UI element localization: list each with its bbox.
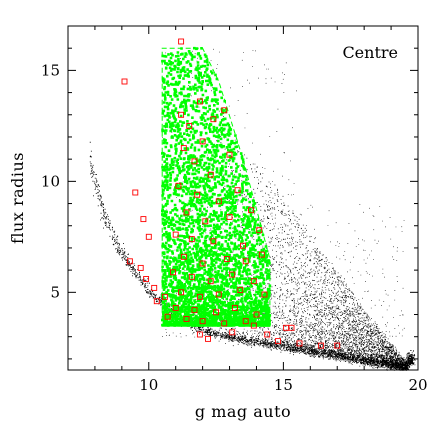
y-axis-label: flux radius <box>8 152 27 244</box>
highlighted-point <box>172 231 179 238</box>
highlighted-point <box>250 278 257 285</box>
highlighted-point <box>210 238 217 245</box>
highlighted-point <box>318 342 325 349</box>
highlighted-point <box>205 335 211 342</box>
highlighted-point <box>140 216 147 223</box>
highlighted-point <box>213 309 220 316</box>
highlighted-point <box>253 311 260 318</box>
highlighted-point <box>226 151 233 158</box>
y-tick-label: 5 <box>50 283 60 301</box>
x-tick-label: 15 <box>274 376 293 394</box>
highlighted-point <box>191 158 198 165</box>
highlighted-point <box>199 318 206 325</box>
selected-members-points <box>161 46 272 327</box>
y-tick-labels: 5 10 15 <box>41 61 60 301</box>
highlighted-point <box>234 187 241 194</box>
highlighted-point <box>229 271 236 278</box>
highlighted-point <box>237 287 244 294</box>
highlighted-point <box>194 191 201 198</box>
highlighted-point <box>126 258 133 265</box>
highlighted-point <box>248 207 255 214</box>
highlighted-point <box>188 236 195 243</box>
all-sources-points <box>89 48 416 371</box>
highlighted-point <box>153 298 160 305</box>
highlighted-point <box>191 307 198 314</box>
highlighted-point <box>172 304 179 311</box>
highlighted-point <box>145 233 152 240</box>
selected-members-layer <box>161 46 272 327</box>
highlighted-point <box>207 278 214 285</box>
highlighted-point <box>334 342 341 349</box>
highlighted-point <box>178 111 185 118</box>
highlighted-point <box>202 218 209 225</box>
highlighted-point <box>240 242 246 249</box>
y-tick-label: 15 <box>41 61 60 79</box>
highlighted-point <box>175 182 182 189</box>
highlighted-point <box>210 116 217 123</box>
highlighted-point <box>186 122 193 129</box>
highlighted-point <box>215 198 222 205</box>
x-axis-label: g mag auto <box>195 402 291 421</box>
highlighted-point <box>183 316 190 322</box>
highlighted-point <box>137 264 144 271</box>
highlighted-point <box>180 145 187 152</box>
highlighted-point <box>178 38 185 45</box>
highlighted-point <box>229 329 236 336</box>
highlighted-point <box>264 331 271 338</box>
highlighted-point <box>132 189 139 196</box>
highlighted-point <box>256 227 263 234</box>
highlighted-point <box>196 98 203 105</box>
highlighted-point <box>223 256 230 262</box>
highlighted-point <box>196 331 203 338</box>
y-tick-label: 10 <box>41 172 60 190</box>
highlighted-point <box>250 322 257 329</box>
x-tick-labels: 10 15 20 <box>139 376 427 394</box>
highlighted-point <box>275 338 281 345</box>
highlighted-point <box>199 138 206 145</box>
highlighted-point <box>242 318 249 325</box>
highlighted-point <box>221 320 228 327</box>
highlighted-point <box>258 251 265 258</box>
panel-label: Centre <box>342 43 398 62</box>
highlighted-point <box>178 289 185 296</box>
highlighted-point <box>231 304 238 311</box>
axis-ticks <box>68 25 418 370</box>
highlighted-point <box>226 213 233 220</box>
highlighted-point <box>199 260 206 267</box>
highlighted-point <box>261 291 268 298</box>
plot-frame <box>67 25 419 371</box>
all-sources-layer <box>89 48 416 371</box>
highlighted-point <box>296 340 303 347</box>
highlighted-point <box>121 78 128 85</box>
highlighted-point <box>143 276 150 282</box>
highlighted-point <box>151 284 158 291</box>
highlighted-point <box>170 269 176 276</box>
highlighted-point <box>188 273 195 280</box>
x-tick-label: 20 <box>408 376 427 394</box>
highlighted-points-layer <box>121 38 341 349</box>
highlighted-point <box>207 171 214 178</box>
highlighted-point <box>221 107 228 114</box>
highlighted-point <box>196 293 203 300</box>
highlighted-point <box>288 324 295 331</box>
x-tick-label: 10 <box>139 376 158 394</box>
highlighted-point <box>180 253 187 260</box>
highlighted-point <box>161 293 168 300</box>
highlighted-point <box>215 291 222 298</box>
highlighted-point <box>183 209 190 216</box>
highlighted-point <box>164 313 171 320</box>
highlighted-point <box>242 258 249 265</box>
